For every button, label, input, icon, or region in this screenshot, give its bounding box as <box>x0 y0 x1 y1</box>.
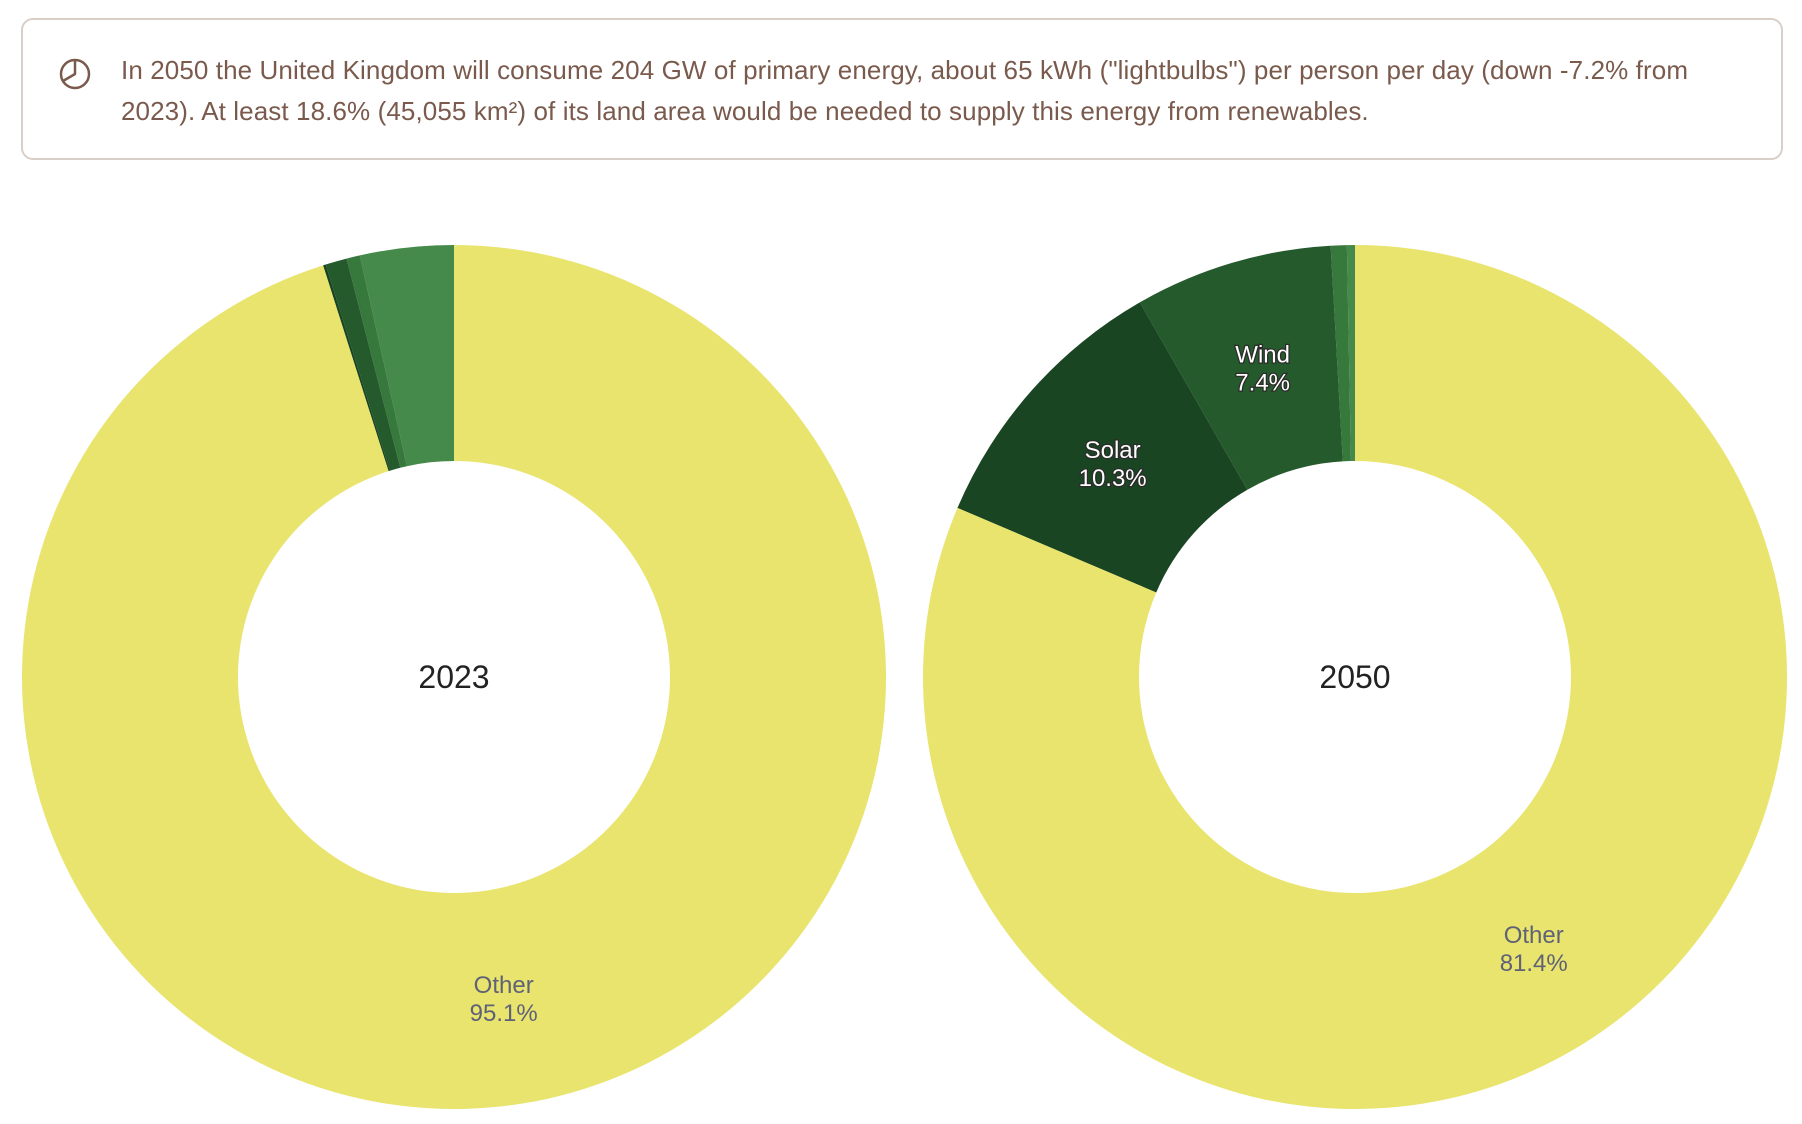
slice-value: 10.3% <box>1079 465 1147 492</box>
slice-other <box>923 245 1787 1109</box>
slice-value: 7.4% <box>1235 369 1290 396</box>
slice-label-other: Other 81.4% <box>1500 922 1568 977</box>
slice-segment-0 <box>359 245 454 467</box>
center-year-label: 2050 <box>1319 659 1390 695</box>
slice-label-solar: Solar 10.3% <box>1079 437 1147 492</box>
slice-name: Wind <box>1235 341 1290 368</box>
slice-name: Other <box>474 972 534 999</box>
slice-other <box>21 245 886 1109</box>
slice-segment-1 <box>1330 245 1351 462</box>
slice-segment-1 <box>346 255 407 468</box>
slice-segment-0 <box>1346 245 1355 462</box>
slice-solar <box>957 302 1248 593</box>
slice-segment-2 <box>325 258 401 471</box>
donut-chart-2050: Wind 7.4% Solar 10.3% Other 81.4% 2050 <box>923 245 1787 1109</box>
slice-label-wind: Wind 7.4% <box>1235 341 1290 396</box>
slice-name: Other <box>1504 922 1564 949</box>
summary-text: In 2050 the United Kingdom will consume … <box>121 55 1689 126</box>
slice-label-other: Other 95.1% <box>470 972 538 1027</box>
center-year-label: 2023 <box>418 659 489 695</box>
donut-chart-2023: Other 95.1% 2023 <box>21 245 886 1109</box>
slice-segment-3 <box>323 264 390 472</box>
slice-name: Solar <box>1085 437 1141 464</box>
slice-wind <box>1139 245 1343 490</box>
slice-value: 95.1% <box>470 1000 538 1027</box>
summary-box: In 2050 the United Kingdom will consume … <box>21 18 1783 160</box>
slice-value: 81.4% <box>1500 950 1568 977</box>
pie-chart-icon <box>59 58 91 90</box>
